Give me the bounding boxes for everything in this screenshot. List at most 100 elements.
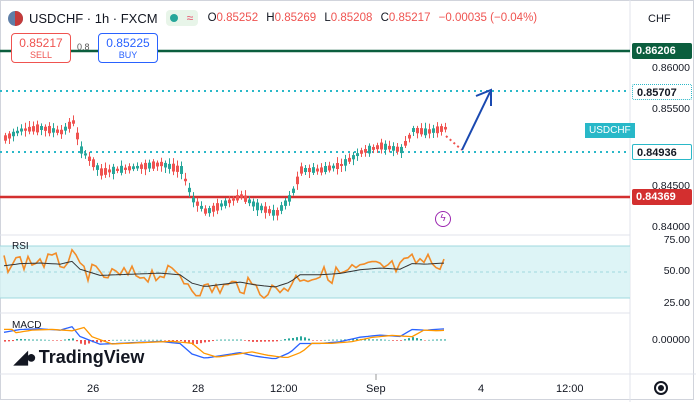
candle (24, 128, 27, 131)
macd-bar (188, 340, 190, 344)
macd-bar (356, 338, 358, 341)
macd-bar (320, 340, 322, 341)
macd-label[interactable]: MACD (12, 320, 42, 331)
macd-bar (228, 339, 230, 341)
macd-level-0: 0.00000 (652, 334, 690, 346)
macd-bar (132, 339, 134, 341)
candle (440, 126, 443, 132)
currency-selector[interactable]: CHF (648, 13, 671, 25)
time-tick-0: 26 (87, 383, 100, 395)
macd-bar (200, 340, 202, 344)
macd-bar (328, 339, 330, 341)
macd-bar (400, 340, 402, 341)
candle (280, 205, 283, 211)
macd-bar (192, 340, 194, 345)
macd-bar (40, 339, 42, 341)
open-value: 0.85252 (216, 12, 259, 24)
macd-bar (232, 339, 234, 341)
candle (80, 146, 83, 154)
macd-bar (436, 339, 438, 341)
candle (20, 128, 23, 132)
candle (140, 164, 143, 169)
candle (232, 198, 235, 201)
sell-button[interactable]: 0.85217 SELL (11, 33, 71, 63)
lightning-icon[interactable]: ϟ (435, 211, 451, 227)
candle (88, 156, 91, 161)
rsi-level-25: 25.00 (663, 297, 690, 309)
candle (268, 209, 271, 214)
macd-bar (112, 339, 114, 341)
candle (244, 195, 247, 202)
candle (372, 146, 375, 150)
candle (136, 165, 139, 169)
rsi-label[interactable]: RSI (12, 241, 29, 252)
candle (236, 195, 239, 201)
macd-bar (368, 339, 370, 341)
candle (364, 149, 367, 153)
candle (368, 145, 371, 154)
candle (276, 210, 279, 216)
currency-icon (8, 10, 23, 26)
macd-bar (96, 340, 98, 343)
candle (344, 159, 347, 166)
time-tick-1: 28 (192, 383, 205, 395)
macd-bar (340, 339, 342, 341)
candle (204, 208, 207, 214)
sell-price: 0.85217 (19, 36, 63, 50)
market-status-pill[interactable]: ≈ (165, 10, 198, 26)
candle (164, 162, 167, 168)
candle (192, 197, 195, 203)
tradingview-logo-icon: ◢● (14, 347, 37, 367)
candle (124, 167, 127, 170)
macd-bar (28, 339, 30, 341)
candle (284, 200, 287, 206)
candle (312, 167, 315, 173)
candle (324, 166, 327, 172)
macd-bar (224, 339, 226, 341)
tradingview-logo[interactable]: ◢● TradingView (14, 347, 144, 368)
candle (256, 202, 259, 211)
candle (4, 135, 7, 141)
macd-bar (252, 340, 254, 342)
macd-bar (128, 339, 130, 341)
candle (28, 126, 31, 132)
candle (60, 129, 63, 135)
symbol-price-tag: USDCHF (585, 123, 635, 138)
candle (396, 146, 399, 152)
candle (272, 209, 275, 216)
macd-line (3, 325, 445, 360)
macd-bar (332, 339, 334, 341)
candle (400, 146, 403, 154)
candle (444, 126, 447, 130)
candle (188, 187, 191, 193)
buy-price: 0.85225 (106, 36, 150, 50)
candle (32, 126, 35, 132)
macd-bar (20, 338, 22, 341)
candlestick-series (4, 115, 447, 221)
macd-bar (204, 340, 206, 343)
macd-bar (172, 340, 174, 342)
candle (92, 159, 95, 168)
sell-label: SELL (29, 50, 53, 60)
candle (420, 128, 423, 135)
macd-bar (416, 338, 418, 341)
candle (316, 168, 319, 172)
macd-bar (244, 340, 246, 341)
candle (144, 162, 147, 170)
candle (152, 161, 155, 169)
time-tick-5: 12:00 (556, 383, 584, 395)
settings-gear-icon[interactable] (654, 381, 668, 395)
macd-bar (308, 338, 310, 341)
close-key: C (380, 12, 389, 24)
candle (48, 125, 51, 134)
symbol-title[interactable]: USDCHF · 1h · FXCM (29, 10, 158, 26)
macd-bar (44, 339, 46, 341)
candle (356, 153, 359, 157)
macd-bar (272, 340, 274, 342)
candle (44, 126, 47, 131)
macd-bar (380, 339, 382, 341)
buy-button[interactable]: 0.85225 BUY (98, 33, 158, 63)
candle (132, 166, 135, 170)
macd-bar (164, 340, 166, 341)
